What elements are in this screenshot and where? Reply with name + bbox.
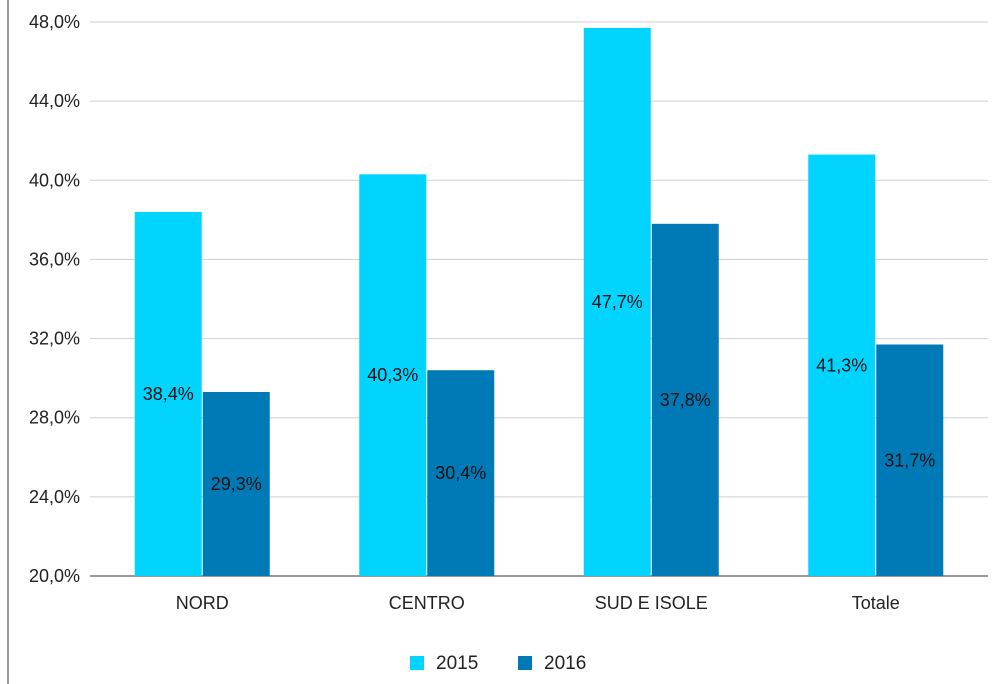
x-tick-label: Totale: [852, 593, 900, 613]
legend-swatch-2015: [410, 656, 424, 670]
y-tick-label: 20,0%: [29, 566, 80, 586]
y-tick-label: 44,0%: [29, 91, 80, 111]
data-label: 37,8%: [660, 390, 711, 410]
bar-2016-nord: [202, 391, 270, 576]
bar-2015-nord: [134, 211, 202, 576]
legend-label-2016: 2016: [544, 653, 586, 674]
data-labels: 38,4% 29,3% 40,3% 30,4% 47,7% 37,8% 41,3% 31,7%: [143, 292, 936, 494]
x-tick-label: SUD E ISOLE: [595, 593, 708, 613]
data-label: 31,7%: [884, 450, 935, 470]
y-tick-label: 24,0%: [29, 487, 80, 507]
x-tick-label: CENTRO: [389, 593, 465, 613]
bar-2016-sud-e-isole: [651, 223, 719, 577]
x-tick-label: NORD: [176, 593, 229, 613]
bar-2015-sud-e-isole: [583, 27, 651, 576]
y-tick-label: 36,0%: [29, 249, 80, 269]
axis-labels: 20,0% 24,0% 28,0% 32,0% 36,0% 40,0% 44,0% 48,0%…: [29, 12, 900, 613]
y-tick-label: 48,0%: [29, 12, 80, 32]
bar-2015-centro: [359, 174, 427, 576]
data-label: 38,4%: [143, 384, 194, 404]
y-tick-label: 40,0%: [29, 170, 80, 190]
legend: 2015 2016: [410, 653, 586, 674]
data-label: 30,4%: [435, 463, 486, 483]
data-label: 29,3%: [211, 474, 262, 494]
legend-swatch-2016: [518, 656, 532, 670]
data-label: 47,7%: [592, 292, 643, 312]
y-tick-label: 28,0%: [29, 408, 80, 428]
data-label: 40,3%: [367, 365, 418, 385]
bar-2016-totale: [876, 344, 944, 576]
bar-2016-centro: [427, 370, 495, 576]
bar-2015-totale: [808, 154, 876, 577]
legend-label-2015: 2015: [436, 653, 478, 674]
y-tick-label: 32,0%: [29, 329, 80, 349]
bars: [134, 27, 944, 577]
data-label: 41,3%: [816, 355, 867, 375]
